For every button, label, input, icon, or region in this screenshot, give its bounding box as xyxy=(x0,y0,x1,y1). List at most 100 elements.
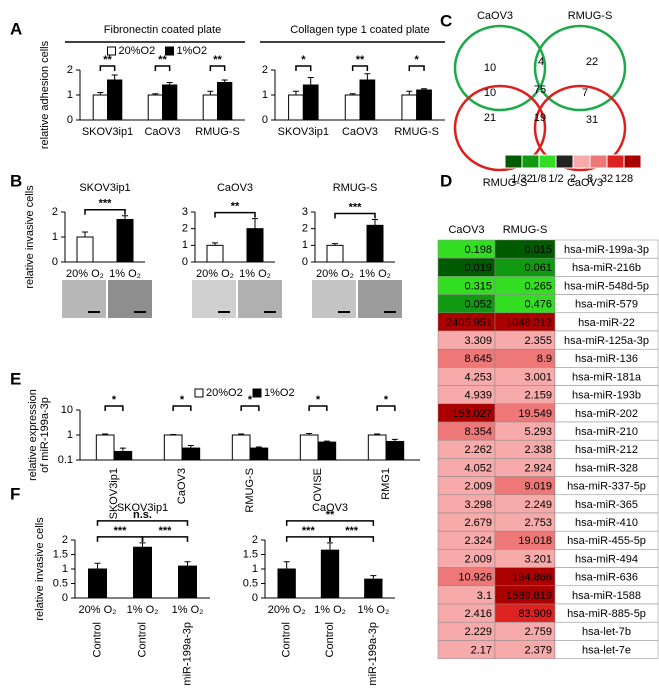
bar xyxy=(95,434,115,461)
x-tick-label: 20% O₂ xyxy=(66,268,104,280)
y-tick-label: 0 xyxy=(67,114,73,126)
chart-title: Collagen type 1 coated plate xyxy=(290,24,429,36)
legend-label: 20%O2 xyxy=(119,45,156,57)
y-tick-label: 3 xyxy=(302,206,308,218)
row-name: hsa-miR-210 xyxy=(575,426,638,438)
bar xyxy=(202,94,218,121)
bar xyxy=(113,450,133,461)
bar xyxy=(178,565,197,599)
bar xyxy=(344,94,361,121)
legend-tick-label: 32 xyxy=(601,173,613,185)
error-bar xyxy=(207,90,214,95)
significance-bracket xyxy=(141,536,189,542)
cell-value: 4.939 xyxy=(464,390,492,402)
significance-label: *** xyxy=(114,525,128,537)
significance-bracket xyxy=(84,209,126,215)
bar-chart: 0 1 2 Fibronectin coated plate relative adhe… xyxy=(39,24,245,149)
row-name: hsa-miR-199a-3p xyxy=(564,244,649,256)
bar xyxy=(416,89,432,121)
bar xyxy=(401,94,418,121)
cell-value: 2.324 xyxy=(464,535,492,547)
y-axis-label: of miR-199a-3p xyxy=(39,397,51,473)
error-bar xyxy=(97,92,104,95)
row-name: hsa-let-7e xyxy=(582,644,631,656)
column-header: RMUG-S xyxy=(503,224,548,236)
venn-count: 19 xyxy=(534,112,546,124)
cell-value: 0.019 xyxy=(464,262,492,274)
legend-swatch xyxy=(107,46,116,56)
y-tick-label: 0 xyxy=(252,592,258,604)
venn-count: 7 xyxy=(582,87,588,99)
y-tick-label: 1.5 xyxy=(243,548,258,560)
y-tick-label: 0 xyxy=(262,114,268,126)
significance-label: n.s. xyxy=(133,509,152,521)
venn-count: 10 xyxy=(484,87,496,99)
significance-label: * xyxy=(180,394,185,406)
venn-count: 31 xyxy=(586,114,598,126)
x-sublabel: 1% O₂ xyxy=(314,604,346,616)
error-bar xyxy=(170,433,177,435)
cell-value: 3.309 xyxy=(464,335,492,347)
panel-label: C xyxy=(440,11,452,30)
cell-value: 2.355 xyxy=(524,335,552,347)
legend-swatch xyxy=(572,154,591,169)
significance-bracket xyxy=(209,65,226,71)
y-tick-label: 0.5 xyxy=(243,577,258,589)
row-name: hsa-miR-410 xyxy=(575,517,638,529)
bar xyxy=(359,79,376,121)
significance-label: *** xyxy=(349,201,363,213)
significance-bracket xyxy=(99,65,116,71)
row-name: hsa-miR-548d-5p xyxy=(564,280,649,292)
legend-label: 1%O2 xyxy=(177,45,208,57)
x-tick-label: Control xyxy=(281,622,293,657)
bar xyxy=(302,84,319,121)
significance-label: ** xyxy=(103,54,112,66)
error-bar xyxy=(283,561,290,569)
cell-value: 3.201 xyxy=(524,553,552,565)
error-bar xyxy=(306,432,313,435)
significance-bracket xyxy=(285,520,375,526)
row-name: hsa-miR-216b xyxy=(572,262,641,274)
error-bar xyxy=(406,90,413,95)
legend-label: 1%O2 xyxy=(264,387,295,399)
y-tick-label: 2 xyxy=(252,534,258,546)
legend-swatch xyxy=(521,154,540,169)
legend-tick-label: 1/8 xyxy=(531,173,546,185)
chart-title: SKOV3ip1 xyxy=(117,502,168,514)
significance-label: ** xyxy=(158,54,167,66)
row-name: hsa-miR-328 xyxy=(575,462,638,474)
cell-value: 2.753 xyxy=(524,517,552,529)
bar xyxy=(147,94,163,121)
cell-value: 83.909 xyxy=(518,608,552,620)
name-cell xyxy=(554,640,659,659)
y-tick-label: 1 xyxy=(67,89,73,101)
y-tick-label: 0.1 xyxy=(58,454,73,466)
significance-label: * xyxy=(316,394,321,406)
significance-bracket xyxy=(334,212,376,219)
x-sublabel: 1% O₂ xyxy=(357,604,389,616)
bar xyxy=(288,94,304,121)
x-tick-label: Control xyxy=(91,622,103,657)
cell-value: 0.052 xyxy=(464,299,492,311)
cell-value: 8.9 xyxy=(537,353,552,365)
significance-label: ** xyxy=(231,201,240,213)
panel-label: F xyxy=(10,484,20,503)
cell-value: 2.262 xyxy=(464,444,492,456)
bar xyxy=(326,244,344,263)
y-axis-label: relative expression xyxy=(27,389,39,481)
cell-value: 8.645 xyxy=(464,353,492,365)
cell-value: 0.061 xyxy=(524,262,552,274)
venn-count: 4 xyxy=(538,56,544,68)
cell-value: 0.315 xyxy=(464,280,492,292)
panel-label: D xyxy=(440,171,452,190)
cell-value: 153.027 xyxy=(452,408,492,420)
significance-bracket xyxy=(96,536,144,542)
legend-label: 20%O2 xyxy=(206,387,243,399)
y-tick-label: 2 xyxy=(182,223,188,235)
row-name: hsa-miR-455-5p xyxy=(567,535,646,547)
significance-label: ** xyxy=(326,509,335,521)
bar xyxy=(299,434,319,461)
venn-circle xyxy=(453,24,547,112)
row-name: hsa-miR-125a-3p xyxy=(564,335,649,347)
